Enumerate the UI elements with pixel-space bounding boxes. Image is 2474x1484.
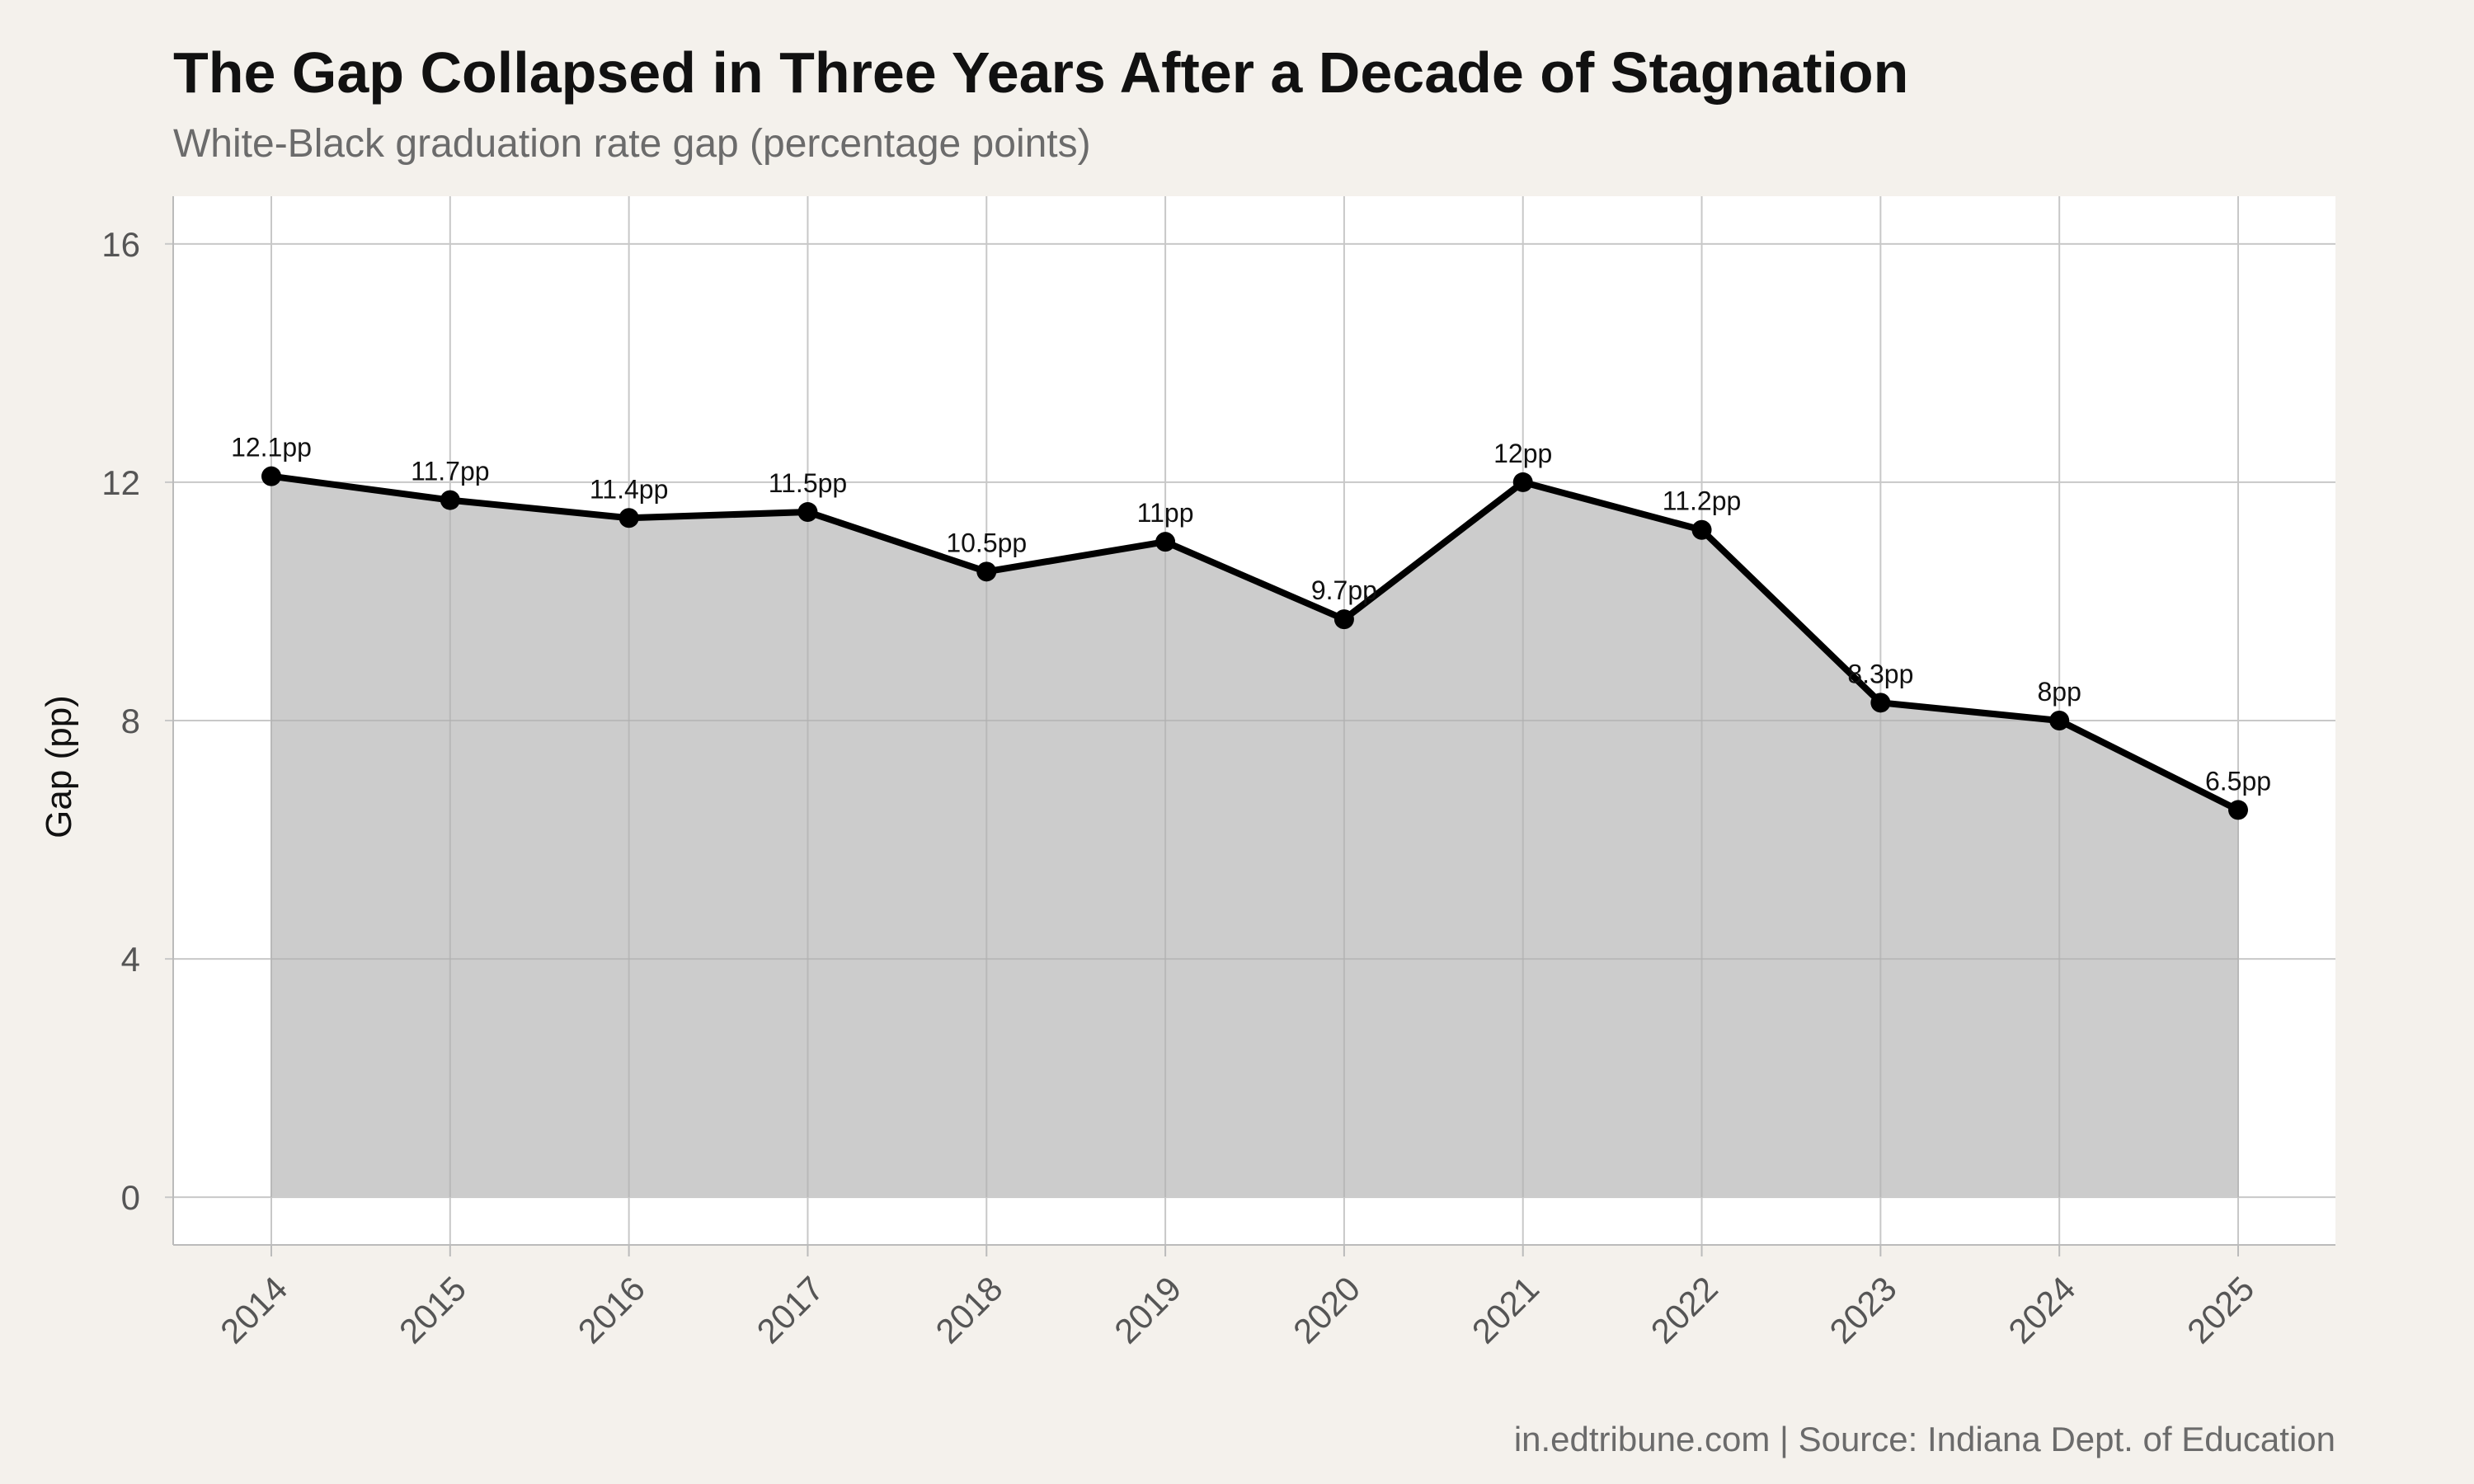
y-axis-title: Gap (pp) <box>39 695 79 838</box>
gap-line <box>270 472 2240 813</box>
gap-area <box>271 476 2238 1198</box>
data-label-2019: 11pp <box>1137 498 1194 528</box>
data-label-2025: 6.5pp <box>2205 766 2271 796</box>
vertical-gridlines <box>270 476 2239 1198</box>
data-label-2023: 8.3pp <box>1847 659 1913 688</box>
data-label-2020: 9.7pp <box>1311 575 1377 605</box>
data-point-2019 <box>1155 532 1176 552</box>
data-point-2021 <box>1512 472 1533 492</box>
data-point-2023 <box>1870 693 1891 713</box>
y-tick-label-12: 12 <box>101 463 140 502</box>
data-label-2018: 10.5pp <box>946 528 1027 557</box>
data-label-2014: 12.1pp <box>231 433 312 463</box>
data-point-2025 <box>2228 800 2248 820</box>
data-point-2015 <box>440 490 460 510</box>
data-point-2022 <box>1691 519 1712 540</box>
y-tick-label-4: 4 <box>121 940 140 979</box>
chart-title: The Gap Collapsed in Three Years After a… <box>173 40 1908 105</box>
data-points <box>261 466 2248 820</box>
y-tick-label-0: 0 <box>121 1178 140 1217</box>
data-point-2017 <box>797 502 818 523</box>
data-label-2022: 11.2pp <box>1663 486 1742 516</box>
data-point-2014 <box>261 466 281 486</box>
data-label-2024: 8pp <box>2037 677 2081 707</box>
y-tick-label-16: 16 <box>101 225 140 264</box>
data-point-2018 <box>976 561 997 582</box>
data-point-2020 <box>1333 609 1354 630</box>
data-label-2021: 12pp <box>1493 439 1552 468</box>
data-point-2024 <box>2049 711 2070 730</box>
data-label-2016: 11.4pp <box>590 474 669 504</box>
y-tick-label-8: 8 <box>121 702 140 740</box>
data-point-2016 <box>618 508 639 528</box>
axis-lines <box>172 196 2335 1246</box>
y-axis-ticks: 0 4 8 12 16 <box>101 225 173 1217</box>
data-label-2015: 11.7pp <box>411 457 490 486</box>
data-label-2017: 11.5pp <box>769 468 848 498</box>
chart-caption: in.edtribune.com | Source: Indiana Dept.… <box>1514 1420 2335 1458</box>
data-labels: 12.1pp 11.7pp 11.4pp 11.5pp 10.5pp 11pp 9.7pp 1… <box>231 433 2271 796</box>
chart-subtitle: White-Black graduation rate gap (percent… <box>173 122 1091 166</box>
